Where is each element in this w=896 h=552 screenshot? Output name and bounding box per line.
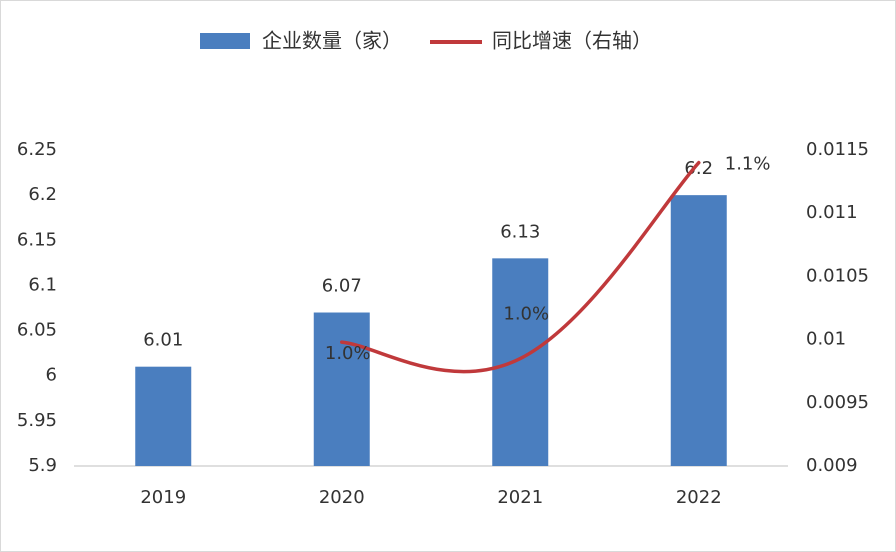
legend-swatch [200, 33, 250, 49]
y-tick-label: 6.25 [17, 139, 57, 160]
y-tick-label: 5.95 [17, 410, 57, 431]
y-tick-label: 6.15 [17, 229, 57, 250]
bar [135, 366, 192, 466]
line [340, 160, 701, 374]
legend-label: 企业数量（家） [262, 29, 402, 53]
y2-tick-label: 0.009 [806, 455, 858, 476]
bar-value-label: 6.01 [143, 330, 183, 351]
y-tick-label: 6.1 [28, 274, 57, 295]
y-tick-label: 6.2 [28, 184, 57, 205]
y-tick-label: 6.05 [17, 320, 57, 341]
line-value-label: 1.0% [503, 304, 549, 325]
x-tick-label: 2022 [676, 487, 722, 508]
y2-tick-label: 0.01 [806, 329, 846, 350]
bar [492, 258, 549, 466]
x-tick-label: 2020 [319, 487, 365, 508]
y-tick-label: 6 [46, 365, 57, 386]
y2-tick-label: 0.0095 [806, 392, 869, 413]
line-value-label: 1.0% [325, 343, 371, 364]
bar-value-label: 6.13 [500, 221, 540, 242]
x-tick-label: 2021 [497, 487, 543, 508]
y2-tick-label: 0.011 [806, 202, 858, 223]
legend-label: 同比增速（右轴） [492, 29, 652, 53]
bar-value-label: 6.2 [684, 158, 713, 179]
bar [670, 195, 727, 466]
y-tick-label: 5.9 [28, 455, 57, 476]
bar-value-label: 6.07 [322, 276, 362, 297]
y2-tick-label: 0.0115 [806, 139, 869, 160]
y2-tick-label: 0.0105 [806, 265, 869, 286]
bar [313, 312, 370, 466]
line-value-label: 1.1% [725, 154, 771, 175]
x-tick-label: 2019 [140, 487, 186, 508]
